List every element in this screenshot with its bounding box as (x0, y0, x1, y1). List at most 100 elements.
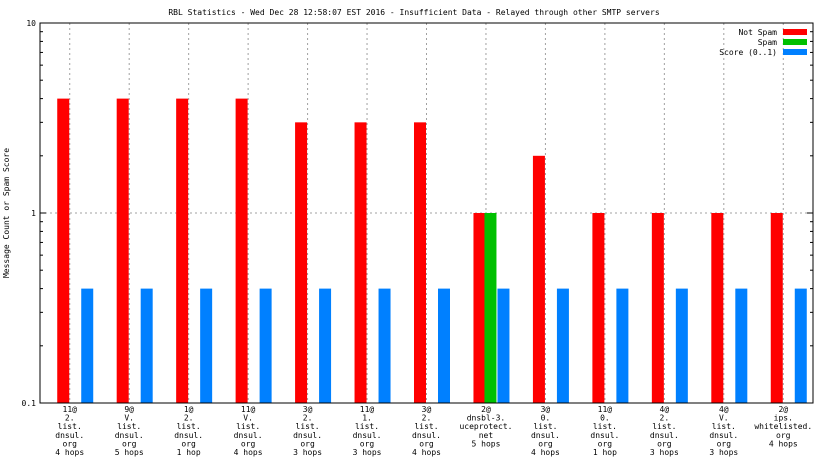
x-tick-label-line: dnsul. (55, 431, 84, 440)
bar-score-0-1-12 (794, 288, 807, 403)
bar-score-0-1-4 (319, 288, 332, 403)
x-tick-label-line: org (657, 439, 672, 448)
x-tick-label-line: 0. (600, 414, 610, 423)
x-tick-label-line: 0. (541, 414, 551, 423)
x-tick-label-line: 1@ (184, 405, 194, 414)
bar-not-spam-10 (651, 213, 664, 403)
x-tick-label-line: V. (719, 414, 729, 423)
x-tick-label-line: org (776, 431, 791, 440)
x-tick-label-line: 1 hop (177, 448, 201, 457)
x-tick-label-line: list. (58, 422, 82, 431)
x-tick-label: 2@ ips. whitelisted. org 4 hops (754, 405, 812, 448)
bar-not-spam-0 (57, 98, 70, 403)
x-tick-label-line: 3@ (303, 405, 313, 414)
x-tick-label-line: dnsul. (234, 431, 263, 440)
x-tick-label-line: V. (124, 414, 134, 423)
x-tick-label-line: 4 hops (769, 439, 798, 448)
x-tick-label-line: 11@ (241, 405, 256, 414)
x-tick-label-line: 4@ (719, 405, 729, 414)
bar-score-0-1-11 (735, 288, 748, 403)
x-tick-label: 4@ V. list. dnsul. org 3 hops (709, 405, 738, 457)
bar-not-spam-11 (711, 213, 724, 403)
x-tick-label: 2@ dnsbl-3. uceprotect. net 5 hops (459, 405, 512, 448)
bar-score-0-1-1 (140, 288, 153, 403)
x-tick-label-line: list. (533, 422, 557, 431)
bar-not-spam-5 (354, 122, 367, 404)
x-tick-label-line: whitelisted. (754, 422, 812, 431)
x-tick-label-line: list. (593, 422, 617, 431)
legend-swatch (783, 39, 807, 45)
x-tick-label-line: org (538, 439, 553, 448)
x-tick-label: 11@ V. list. dnsul. org 4 hops (234, 405, 263, 457)
bar-score-0-1-8 (556, 288, 569, 403)
x-tick-label-line: 4 hops (234, 448, 263, 457)
x-tick-label-line: uceprotect. (459, 422, 512, 431)
x-tick-label-line: 2@ (778, 405, 788, 414)
bar-not-spam-7 (473, 213, 486, 403)
legend-label: Not Spam (738, 28, 777, 37)
x-tick-label-line: org (122, 439, 137, 448)
x-tick-label-line: 4 hops (412, 448, 441, 457)
x-tick-label-line: dnsul. (412, 431, 441, 440)
x-tick-label-line: 2. (303, 414, 313, 423)
x-tick-label: 11@ 0. list. dnsul. org 1 hop (590, 405, 619, 457)
x-tick-label-line: list. (236, 422, 260, 431)
bar-not-spam-2 (176, 98, 189, 403)
bar-score-0-1-5 (378, 288, 391, 403)
legend-label: Spam (758, 38, 777, 47)
x-tick-label: 3@ 2. list. dnsul. org 3 hops (293, 405, 322, 457)
x-tick-label-line: 3 hops (650, 448, 679, 457)
x-tick-label: 3@ 0. list. dnsul. org 4 hops (531, 405, 560, 457)
y-tick-label: 10 (26, 19, 36, 28)
x-tick-label-line: list. (177, 422, 201, 431)
x-tick-label: 3@ 2. list. dnsul. org 4 hops (412, 405, 441, 457)
x-tick-label-line: dnsul. (293, 431, 322, 440)
x-tick-label-line: dnsul. (174, 431, 203, 440)
chart-title: RBL Statistics - Wed Dec 28 12:58:07 EST… (168, 8, 659, 17)
bar-score-0-1-3 (259, 288, 272, 403)
y-tick-label: 0.1 (22, 399, 37, 408)
x-tick-label-line: org (598, 439, 613, 448)
x-tick-label-line: 2. (422, 414, 432, 423)
x-tick-label-line: list. (712, 422, 736, 431)
y-tick-label: 1 (31, 209, 36, 218)
x-tick-label-line: 3 hops (293, 448, 322, 457)
x-tick-label-line: dnsul. (531, 431, 560, 440)
bar-not-spam-3 (235, 98, 248, 403)
x-tick-label-line: 11@ (63, 405, 78, 414)
x-tick-label-line: list. (296, 422, 320, 431)
bar-not-spam-1 (116, 98, 129, 403)
x-tick-label-line: ips. (774, 414, 793, 423)
x-tick-label-line: list. (414, 422, 438, 431)
x-tick-label-line: dnsbl-3. (467, 414, 506, 423)
x-tick-label-line: 4 hops (531, 448, 560, 457)
x-tick-label-line: org (717, 439, 732, 448)
x-tick-label-line: org (241, 439, 256, 448)
x-tick-label-line: dnsul. (650, 431, 679, 440)
x-tick-label: 9@ V. list. dnsul. org 5 hops (115, 405, 144, 457)
legend-label: Score (0..1) (719, 48, 777, 57)
x-tick-label-line: list. (117, 422, 141, 431)
x-tick-label-line: 3 hops (709, 448, 738, 457)
y-axis-label: Message Count or Spam Score (2, 148, 11, 278)
x-tick-label: 11@ 2. list. dnsul. org 4 hops (55, 405, 84, 457)
x-tick-label-line: 1. (362, 414, 372, 423)
bar-score-0-1-7 (497, 288, 510, 403)
x-tick-label-line: dnsul. (115, 431, 144, 440)
bar-score-0-1-6 (438, 288, 450, 403)
x-tick-label-line: org (360, 439, 375, 448)
legend-swatch (783, 29, 807, 35)
x-tick-label-line: 11@ (598, 405, 613, 414)
x-tick-label-line: 1 hop (593, 448, 617, 457)
x-tick-label-line: 3@ (541, 405, 551, 414)
x-tick-label-line: dnsul. (590, 431, 619, 440)
bar-not-spam-4 (295, 122, 308, 404)
bar-score-0-1-9 (616, 288, 629, 403)
x-tick-label-line: 9@ (124, 405, 134, 414)
bar-not-spam-12 (770, 213, 783, 403)
x-tick-label-line: 11@ (360, 405, 375, 414)
x-tick-label-line: list. (355, 422, 379, 431)
